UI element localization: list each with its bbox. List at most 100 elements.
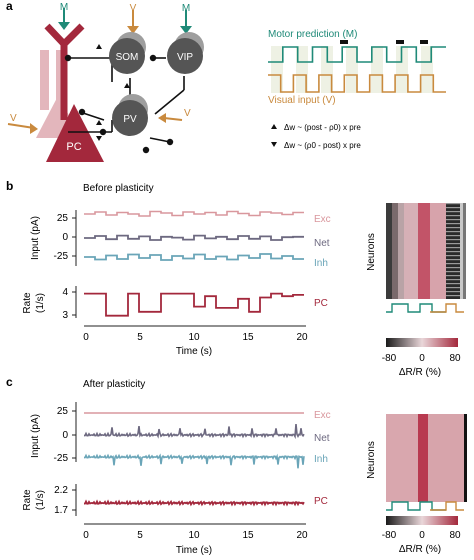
b-cbar-tick-0: 0	[419, 353, 425, 364]
heatmap-row-stripe	[446, 263, 460, 265]
heatmap-row-stripe	[446, 231, 460, 233]
b-net-label: Net	[314, 238, 330, 249]
b-colorbar-ticks: -80 0 80	[382, 353, 461, 364]
heatmap-row-stripe	[446, 271, 460, 273]
pv-label: PV	[123, 114, 137, 125]
heatmap-row-stripe	[446, 259, 460, 261]
heatmap-row-stripe	[446, 275, 460, 277]
heatmap-row-stripe	[446, 235, 460, 237]
b-rate-ylabel-1: Rate	[22, 292, 33, 314]
c-rate-ytick-1-7: 1.7	[54, 505, 68, 516]
b-ytick-neg25: -25	[54, 251, 69, 262]
b-rate-ylabel-2: (1/s)	[35, 293, 46, 313]
c-rate-yticks: 2.2 1.7	[54, 485, 76, 516]
panel-c-title: After plasticity	[83, 379, 145, 390]
plasticity-triangles	[96, 44, 130, 141]
panel-c-label: c	[6, 375, 13, 389]
c-heatmap	[386, 414, 467, 502]
b-heatmap	[386, 203, 466, 299]
b-inh-trace	[84, 253, 304, 261]
heatmap-row-stripe	[446, 267, 460, 269]
visual-input-label-left: V	[10, 113, 17, 124]
c-inh-trace	[84, 453, 305, 469]
c-heatmap-motor-trace	[386, 501, 446, 511]
stripe	[346, 46, 358, 93]
c-xtick-15: 15	[242, 530, 254, 541]
b-rate-ytick-3: 3	[62, 310, 68, 321]
heatmap-column	[430, 203, 446, 299]
heatmap-column	[463, 203, 466, 299]
c-colorbar-ticks: -80 0 80	[382, 530, 461, 541]
heatmap-row-stripe	[446, 203, 460, 205]
omission-marker	[420, 40, 428, 44]
heatmap-column	[460, 203, 463, 299]
heatmap-row-stripe	[446, 291, 460, 293]
pc-neuron-diagram	[36, 23, 104, 162]
b-ytick-25: 25	[57, 213, 69, 224]
omission-marker	[396, 40, 404, 44]
heatmap-column	[392, 203, 398, 299]
pv-neuron	[112, 94, 148, 136]
heatmap-row-stripe	[446, 223, 460, 225]
b-xlabel: Time (s)	[176, 346, 212, 357]
heatmap-row-stripe	[446, 211, 460, 213]
heatmap-column	[404, 203, 418, 299]
heatmap-row-stripe	[446, 283, 460, 285]
triangle-up-icon	[271, 124, 277, 129]
visual-input-legend-label: Visual input (V)	[268, 95, 336, 106]
vip-label: VIP	[177, 52, 193, 63]
c-xtick-5: 5	[137, 530, 143, 541]
rule-up-text: Δw ~ (post - ρ0) x pre	[284, 123, 361, 132]
b-heatmap-ylabel: Neurons	[366, 233, 377, 271]
b-xtick-0: 0	[83, 332, 89, 343]
c-cbar-tick-neg80: -80	[382, 530, 397, 541]
b-input-yticks: 25 0 -25	[54, 213, 76, 262]
b-colorbar-label: ΔR/R (%)	[399, 367, 441, 378]
c-pc-label: PC	[314, 496, 328, 507]
stripe	[321, 46, 333, 93]
c-rate-ylabel-2: (1/s)	[35, 490, 46, 510]
stripe	[396, 46, 408, 93]
arrow-head-icon	[127, 26, 139, 34]
panel-b-title: Before plasticity	[83, 183, 154, 194]
visual-input-label-right: V	[184, 108, 191, 119]
motor-prediction-label: Motor prediction (M)	[268, 29, 357, 40]
c-xtick-20: 20	[296, 530, 308, 541]
c-heatmap-visual-trace	[430, 501, 464, 511]
panel-b-label: b	[6, 179, 13, 193]
b-rate-yticks: 4 3	[62, 287, 76, 321]
b-heatmap-motor-trace	[386, 303, 446, 313]
motor-input-label-left: M	[60, 2, 68, 13]
b-xticks: 0 5 10 15 20	[83, 332, 308, 343]
stripe	[421, 46, 433, 93]
b-exc-label: Exc	[314, 214, 331, 225]
heatmap-row-stripe	[446, 255, 460, 257]
b-exc-trace	[84, 210, 304, 217]
c-pc-trace	[84, 499, 305, 507]
b-ytick-0: 0	[62, 232, 68, 243]
som-label: SOM	[116, 52, 139, 63]
heatmap-row-stripe	[446, 227, 460, 229]
heatmap-row-stripe	[446, 207, 460, 209]
b-inh-label: Inh	[314, 258, 328, 269]
som-neuron	[109, 32, 146, 74]
b-colorbar	[386, 338, 458, 347]
heatmap-row-stripe	[446, 247, 460, 249]
arrow-head-icon	[180, 26, 192, 34]
vip-neuron	[167, 32, 204, 74]
b-xtick-20: 20	[296, 332, 308, 343]
c-net-label: Net	[314, 433, 330, 444]
b-pc-trace	[84, 292, 304, 317]
c-xtick-0: 0	[83, 530, 89, 541]
heatmap-column	[418, 203, 430, 299]
c-cbar-tick-80: 80	[449, 530, 461, 541]
heatmap-row-stripe	[446, 215, 460, 217]
b-xtick-15: 15	[242, 332, 254, 343]
c-inh-label: Inh	[314, 454, 328, 465]
heatmap-row-stripe	[446, 239, 460, 241]
c-net-trace	[84, 424, 305, 440]
heatmap-row-stripe	[446, 295, 460, 297]
c-heatmap-ylabel: Neurons	[366, 441, 377, 479]
c-colorbar	[386, 516, 458, 525]
